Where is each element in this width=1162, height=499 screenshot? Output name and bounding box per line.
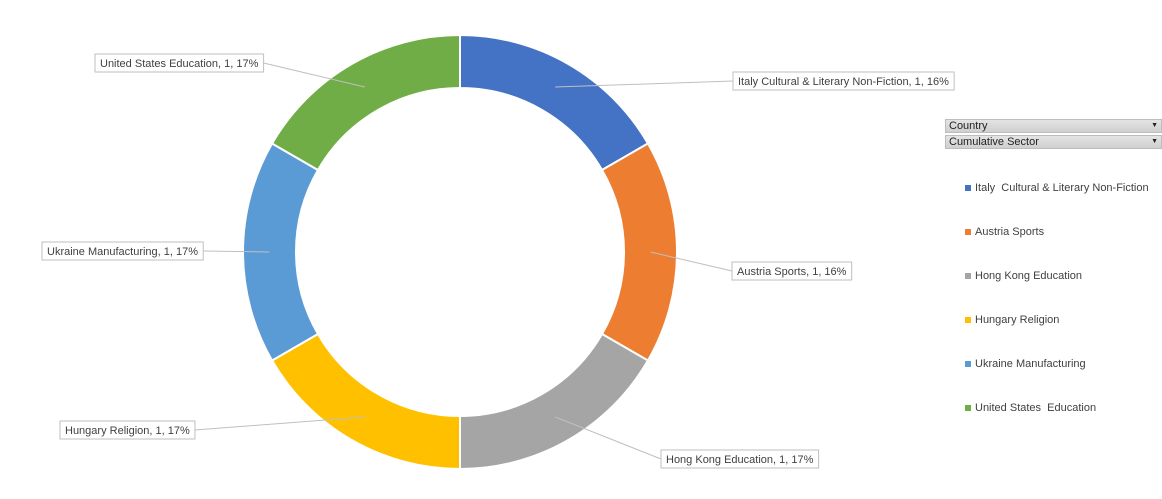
slice-austria-sports [600, 142, 678, 362]
country-field-label: Country [949, 120, 988, 132]
legend-swatch [965, 185, 971, 191]
slice-italy-cultural-literary-non-fiction [459, 33, 650, 172]
slice-hungary-religion [270, 332, 461, 471]
legend-swatch [965, 405, 971, 411]
slice-hong-kong-education [459, 332, 650, 471]
pivot-field-buttons: Country ▼ Cumulative Sector ▼ [945, 119, 1162, 151]
leader-line [555, 416, 662, 460]
data-label-text: Hungary Religion, 1, 17% [65, 425, 190, 437]
legend-item-italy-cultural-literary-non-fiction: Italy Cultural & Literary Non-Fiction [965, 166, 1149, 210]
legend-swatch [965, 361, 971, 367]
dropdown-arrow-icon[interactable]: ▼ [1151, 138, 1158, 145]
leader-lines-group [194, 62, 734, 460]
data-label-hong-kong-education: Hong Kong Education, 1, 17% [660, 449, 820, 469]
data-label-text: Austria Sports, 1, 16% [737, 266, 847, 278]
data-label-text: Italy Cultural & Literary Non-Fiction, 1… [738, 76, 949, 88]
legend-item-ukraine-manufacturing: Ukraine Manufacturing [965, 342, 1149, 386]
data-label-box [94, 53, 265, 73]
data-label-text: Ukraine Manufacturing, 1, 17% [47, 246, 198, 258]
legend-swatch [965, 317, 971, 323]
leader-line [203, 250, 270, 253]
legend-item-hungary-religion: Hungary Religion [965, 298, 1149, 342]
data-label-italy-cultural-literary-non-fiction: Italy Cultural & Literary Non-Fiction, 1… [732, 71, 955, 91]
data-label-box [732, 71, 955, 91]
slices-group [242, 33, 678, 471]
dropdown-arrow-icon[interactable]: ▼ [1151, 122, 1158, 129]
data-label-box [731, 261, 853, 281]
data-label-united-states-education: United States Education, 1, 17% [94, 53, 265, 73]
leader-line [650, 251, 733, 272]
leader-line [555, 80, 734, 88]
legend-item-hong-kong-education: Hong Kong Education [965, 254, 1149, 298]
cumulative-sector-field-label: Cumulative Sector [949, 136, 1039, 148]
legend-label: Austria Sports [975, 226, 1045, 238]
data-label-ukraine-manufacturing: Ukraine Manufacturing, 1, 17% [41, 241, 204, 261]
data-labels-group: Italy Cultural & Literary Non-Fiction, 1… [41, 53, 955, 469]
chart-legend: Italy Cultural & Literary Non-Fiction Aus… [965, 166, 1149, 430]
data-label-austria-sports: Austria Sports, 1, 16% [731, 261, 853, 281]
legend-label: Hong Kong Education [975, 270, 1083, 282]
data-label-box [41, 241, 204, 261]
legend-item-united-states-education: United States Education [965, 386, 1149, 430]
data-label-box [59, 420, 196, 440]
country-field-button[interactable]: Country ▼ [945, 119, 1162, 133]
legend-label: United States Education [975, 402, 1097, 414]
legend-label: Hungary Religion [975, 314, 1060, 326]
data-label-box [660, 449, 820, 469]
slice-united-states-education [270, 33, 461, 172]
legend-label: Ukraine Manufacturing [975, 358, 1086, 370]
legend-swatch [965, 229, 971, 235]
legend-label: Italy Cultural & Literary Non-Fiction [975, 182, 1149, 194]
leader-line [263, 62, 365, 88]
cumulative-sector-field-button[interactable]: Cumulative Sector ▼ [945, 135, 1162, 149]
data-label-text: United States Education, 1, 17% [100, 58, 259, 70]
leader-line [194, 416, 365, 431]
data-label-hungary-religion: Hungary Religion, 1, 17% [59, 420, 196, 440]
data-label-text: Hong Kong Education, 1, 17% [666, 454, 814, 466]
legend-item-austria-sports: Austria Sports [965, 210, 1149, 254]
legend-swatch [965, 273, 971, 279]
